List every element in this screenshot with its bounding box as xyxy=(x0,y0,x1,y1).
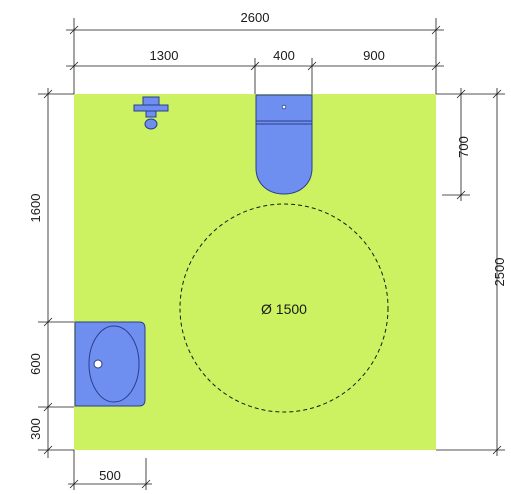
washbasin-icon xyxy=(74,321,146,407)
dimension-segments: 1300 400 900 xyxy=(66,48,444,94)
label-left-1600: 1600 xyxy=(28,194,43,223)
label-turning-circle: Ø 1500 xyxy=(261,301,307,317)
dimension-bottom: 500 xyxy=(68,450,152,490)
label-right-2500: 2500 xyxy=(492,258,507,287)
label-total-width: 2600 xyxy=(241,10,270,25)
label-bottom-500: 500 xyxy=(99,468,121,483)
dimension-right-700: 700 xyxy=(436,88,471,201)
dimension-total-width: 2600 xyxy=(66,10,444,94)
turning-circle: Ø 1500 xyxy=(179,203,389,413)
toilet-icon xyxy=(255,94,313,195)
label-left-600: 600 xyxy=(28,353,43,375)
dimension-left: 1600 600 300 xyxy=(28,88,74,458)
tap-icon xyxy=(133,96,169,130)
label-left-300: 300 xyxy=(28,418,43,440)
label-seg-1300: 1300 xyxy=(150,48,179,63)
label-seg-400: 400 xyxy=(273,48,295,63)
label-seg-900: 900 xyxy=(363,48,385,63)
dimension-right-2500: 2500 xyxy=(436,88,507,456)
label-right-700: 700 xyxy=(456,136,471,158)
